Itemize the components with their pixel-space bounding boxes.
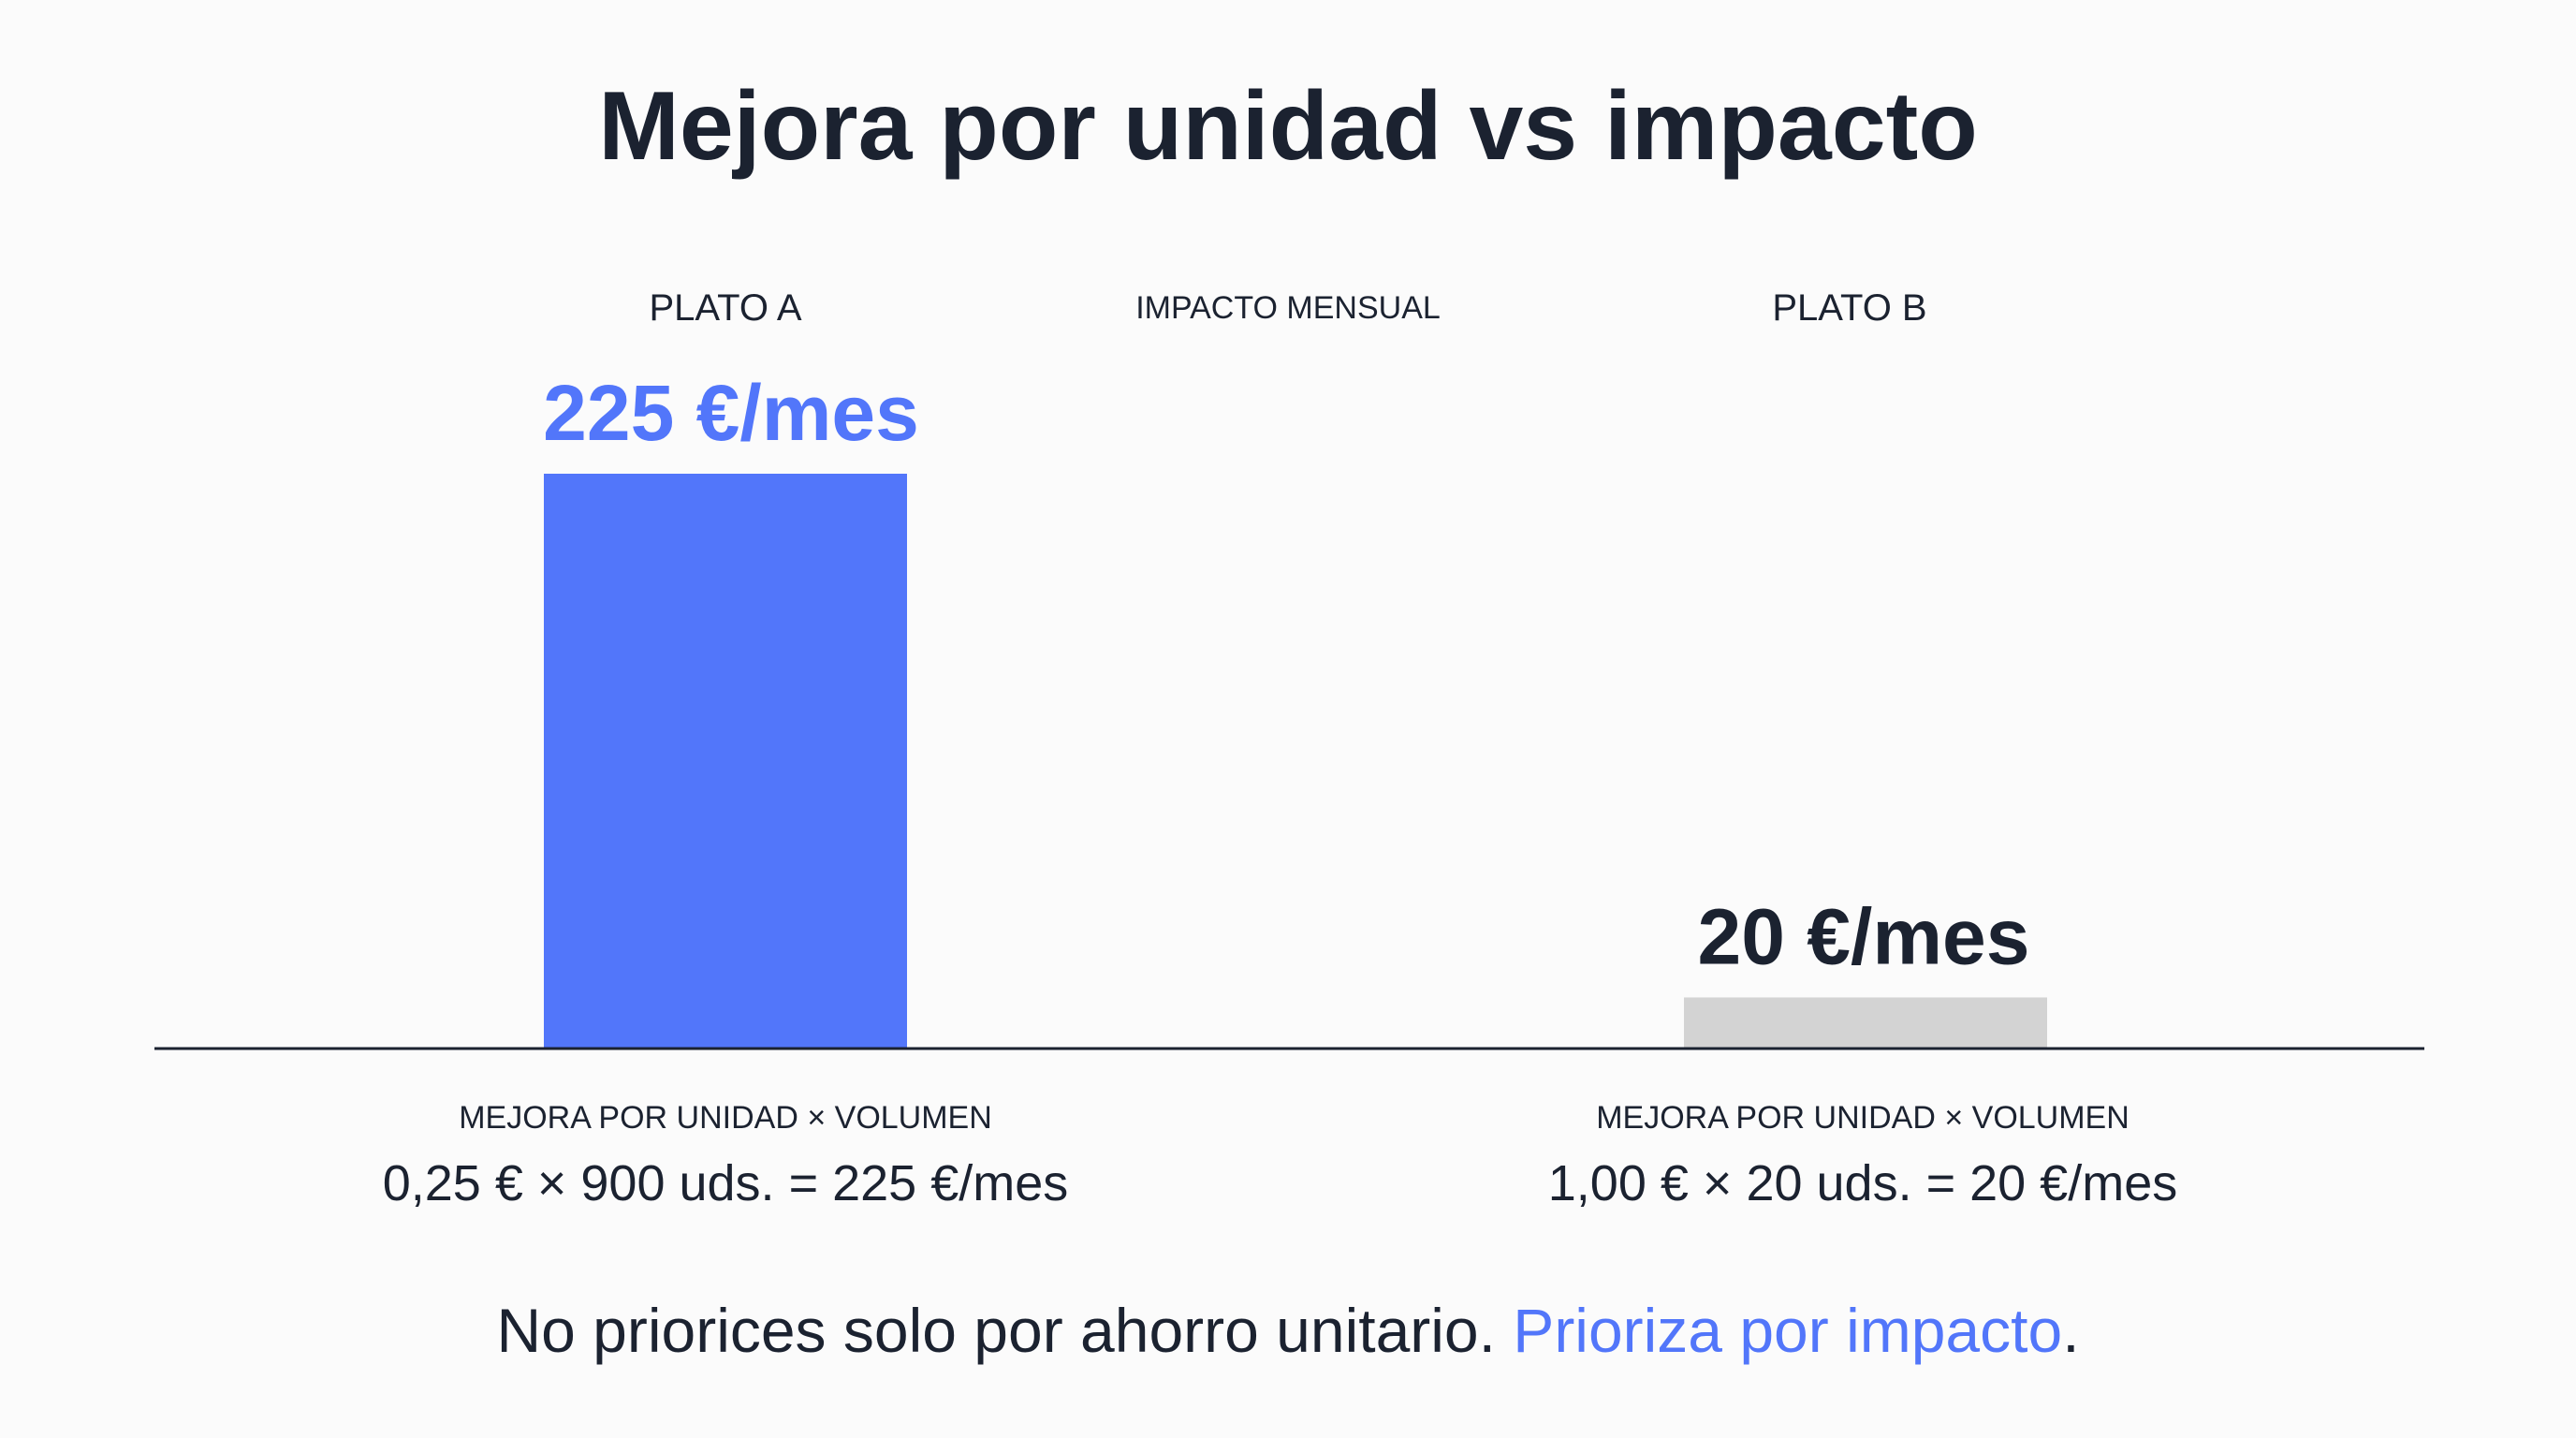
footer-text: No priorices solo por ahorro unitario. bbox=[496, 1296, 1513, 1365]
footer-end: . bbox=[2062, 1296, 2079, 1365]
value-label-plato-b: 20 €/mes bbox=[1698, 892, 2030, 980]
formula-plato-b: 1,00 € × 20 uds. = 20 €/mes bbox=[1548, 1155, 2177, 1211]
formula-plato-a: 0,25 € × 900 uds. = 225 €/mes bbox=[383, 1155, 1069, 1211]
center-label-impacto-mensual: IMPACTO MENSUAL bbox=[1135, 290, 1441, 326]
chart-title: Mejora por unidad vs impacto bbox=[598, 72, 1978, 181]
category-label-plato-a: PLATO A bbox=[649, 287, 801, 329]
category-label-plato-b: PLATO B bbox=[1772, 287, 1926, 329]
value-label-plato-a: 225 €/mes bbox=[543, 369, 919, 457]
bars-group: 225 €/mes 20 €/mes bbox=[543, 369, 2047, 1049]
footer-message: No priorices solo por ahorro unitario. P… bbox=[496, 1296, 2079, 1365]
bar-plato-a bbox=[544, 474, 907, 1049]
bar-plato-b bbox=[1684, 997, 2047, 1049]
formula-caption-plato-a: MEJORA POR UNIDAD × VOLUMEN bbox=[459, 1100, 992, 1136]
formula-caption-plato-b: MEJORA POR UNIDAD × VOLUMEN bbox=[1596, 1100, 2130, 1136]
footer-highlight: Prioriza por impacto bbox=[1513, 1296, 2062, 1365]
